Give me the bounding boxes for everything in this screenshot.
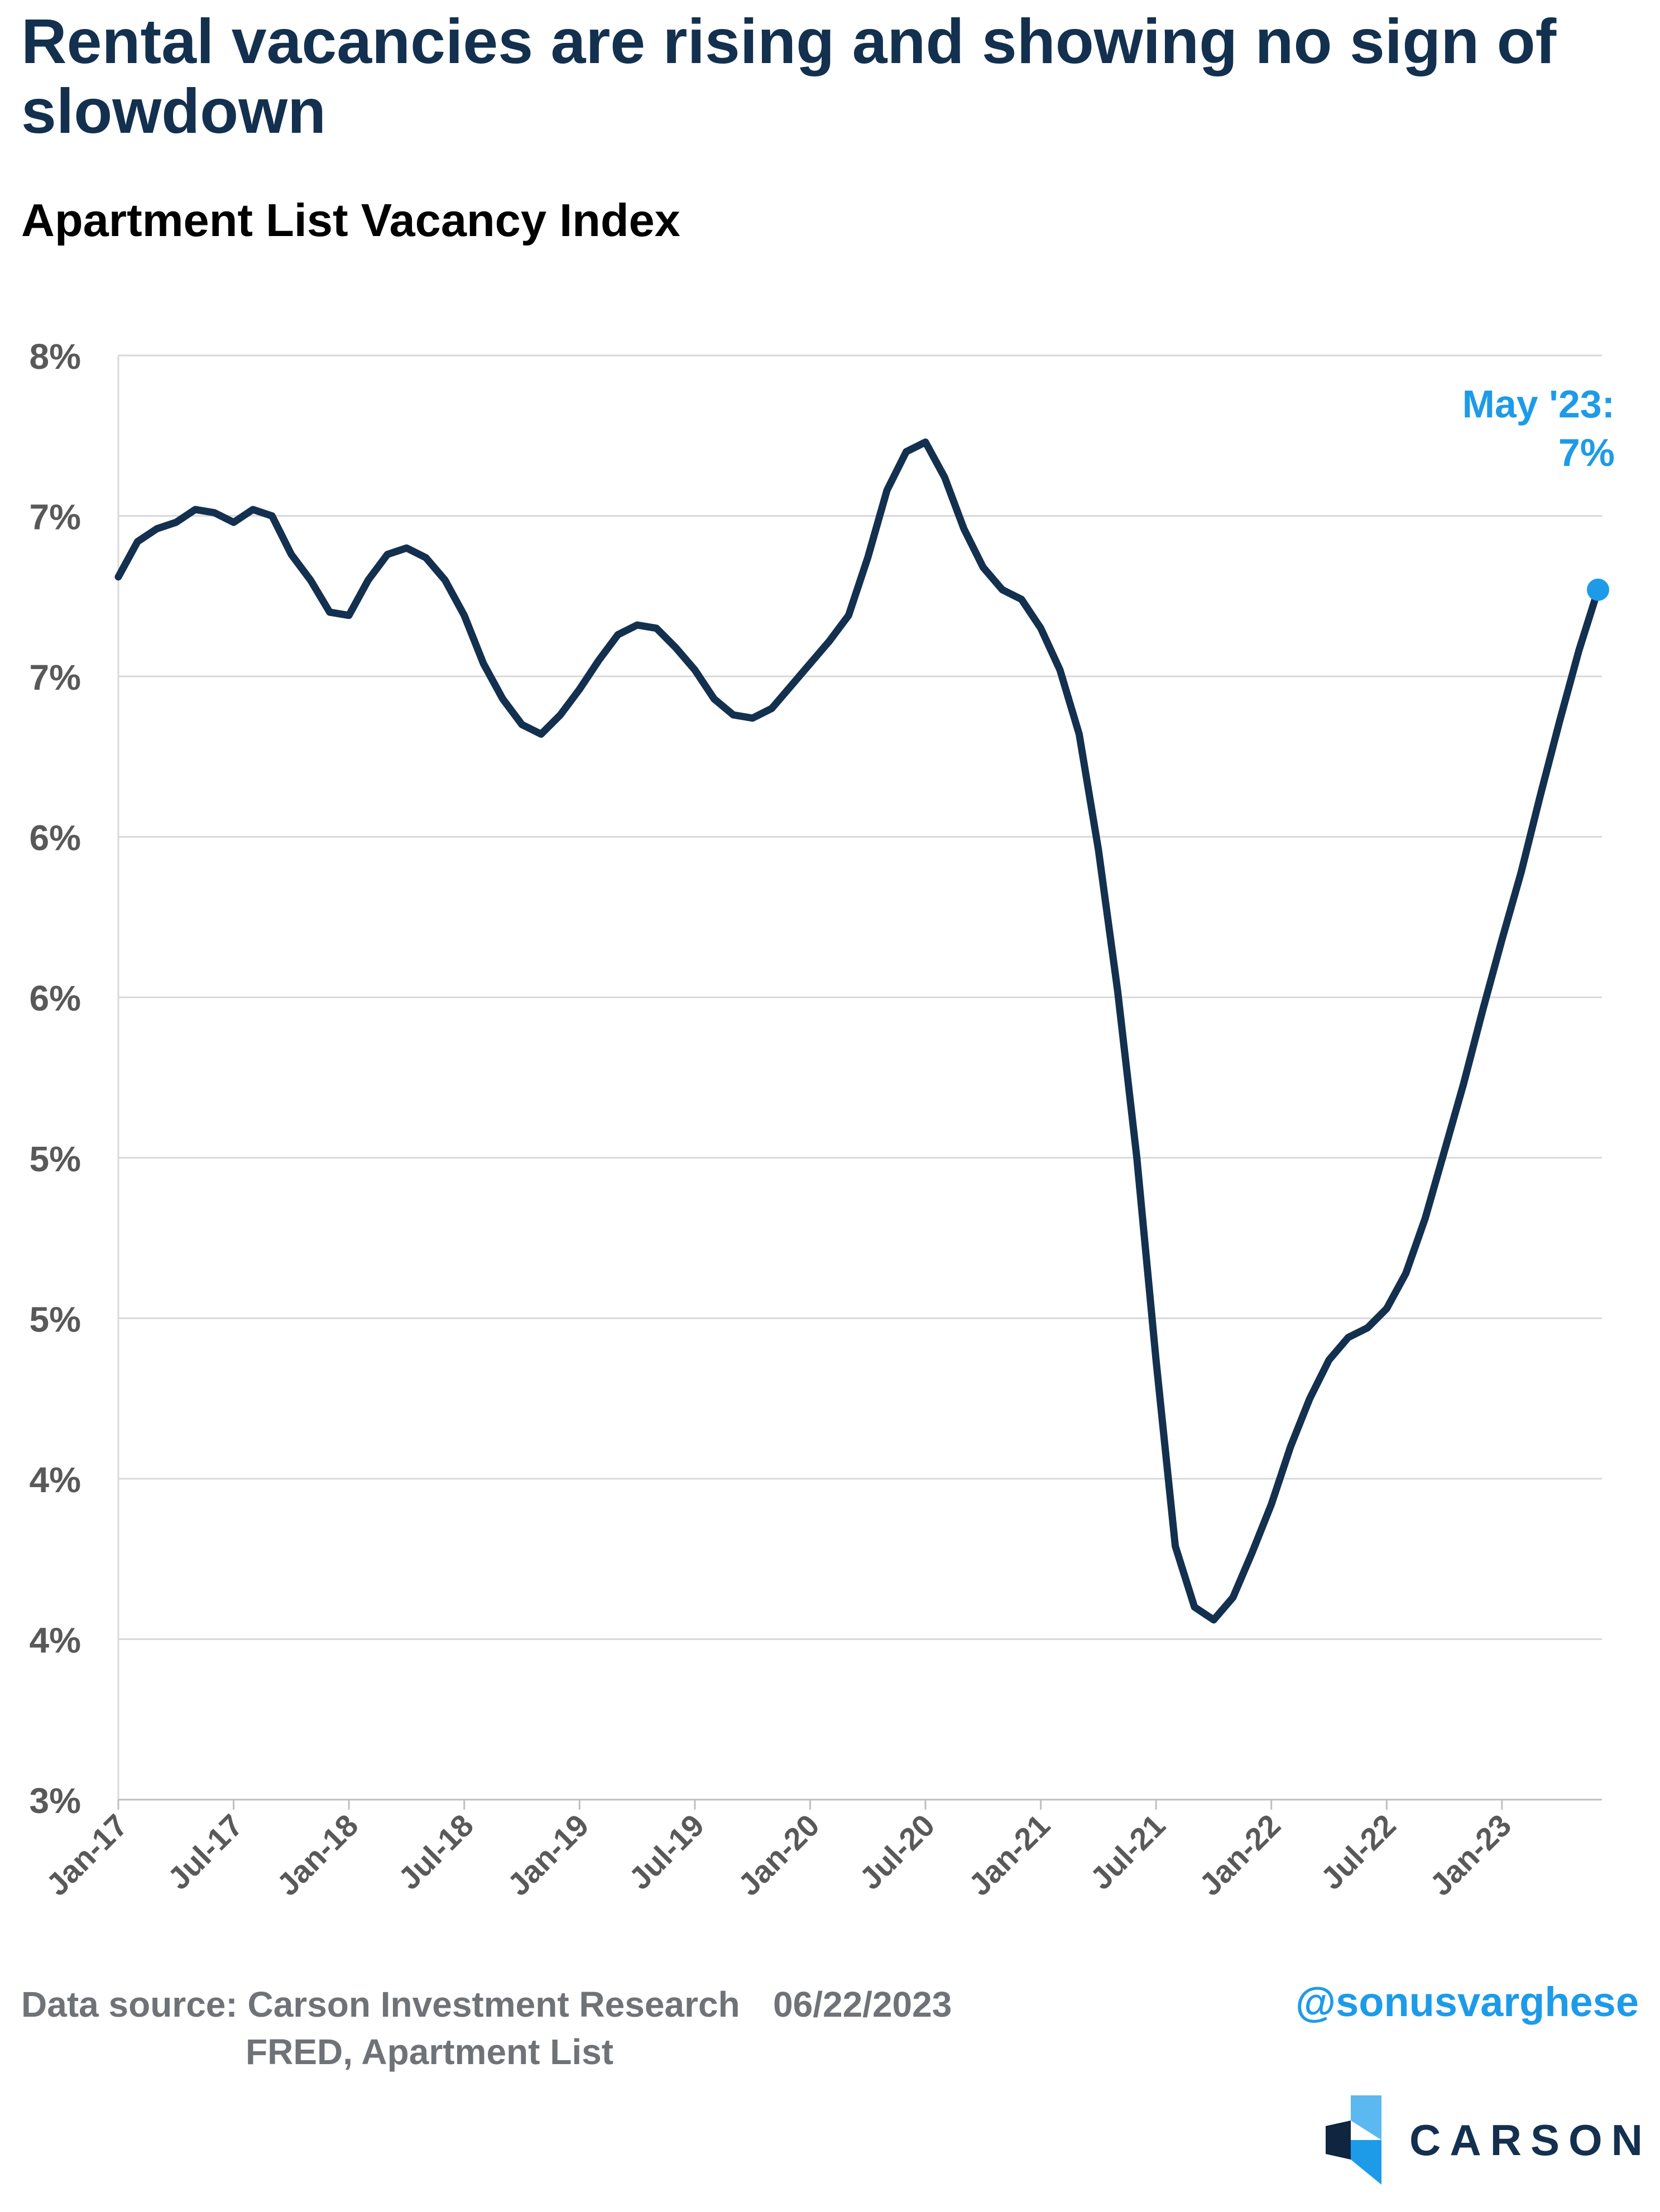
series (114, 438, 1602, 1624)
x-tick-label: Jan-19 (501, 1807, 596, 1902)
y-tick-label: 5% (30, 1299, 81, 1339)
author-handle: @sonusvarghese (1295, 1979, 1639, 2025)
gridlines (118, 354, 1602, 1640)
x-tick-label: Jan-18 (270, 1807, 365, 1902)
y-tick-label: 3% (30, 1781, 81, 1821)
x-tick-label: Jan-20 (731, 1807, 826, 1902)
x-tick-label: Jan-21 (962, 1807, 1057, 1902)
x-tick-label: Jul-18 (391, 1807, 480, 1896)
chart-subtitle: Apartment List Vacancy Index (21, 194, 680, 246)
chart-title: Rental vacancies are rising and showing … (21, 6, 1557, 146)
x-tick-label: Jul-19 (622, 1807, 711, 1896)
x-tick-label: Jan-22 (1192, 1807, 1287, 1902)
publish-date: 06/22/2023 (773, 1984, 952, 2025)
y-tick-label: 4% (30, 1460, 81, 1500)
y-tick-label: 5% (30, 1139, 81, 1179)
carson-logo-mark-icon (1326, 2095, 1381, 2185)
annotation-value: 7% (1558, 431, 1615, 474)
annotation-label: May '23: (1462, 382, 1615, 426)
y-tick-label: 6% (30, 978, 81, 1018)
y-tick-label: 8% (30, 336, 81, 377)
axes (117, 355, 1602, 1810)
data-source-secondary: FRED, Apartment List (246, 2032, 613, 2072)
x-tick-label: Jul-22 (1314, 1807, 1403, 1896)
y-tick-label: 6% (30, 818, 81, 858)
x-tick-label: Jul-17 (161, 1807, 250, 1896)
x-tick-label: Jan-23 (1423, 1807, 1518, 1902)
x-axis-tick-labels: Jan-17 Jul-17 Jan-18 Jul-18 Jan-19 Jul-19 Jan-… (39, 1807, 1518, 1902)
y-tick-label: 4% (30, 1620, 81, 1660)
y-tick-label: 7% (30, 497, 81, 537)
y-tick-label: 7% (30, 657, 81, 698)
data-source-label: Data source: Carson Investment Research (21, 1984, 740, 2025)
series-line (114, 438, 1602, 1624)
carson-logo-text: CARSON (1409, 2115, 1652, 2165)
x-tick-label: Jul-20 (852, 1807, 941, 1896)
x-tick-label: Jul-21 (1083, 1807, 1172, 1896)
highlight-point (1587, 578, 1609, 601)
y-axis-tick-labels: 3% 4% 4% 5% 5% 6% 6% 7% 7% 8% (30, 336, 81, 1821)
x-tick-label: Jan-17 (39, 1807, 134, 1902)
annotations: May '23: 7% (1462, 382, 1615, 601)
carson-logo: CARSON (1326, 2095, 1643, 2185)
